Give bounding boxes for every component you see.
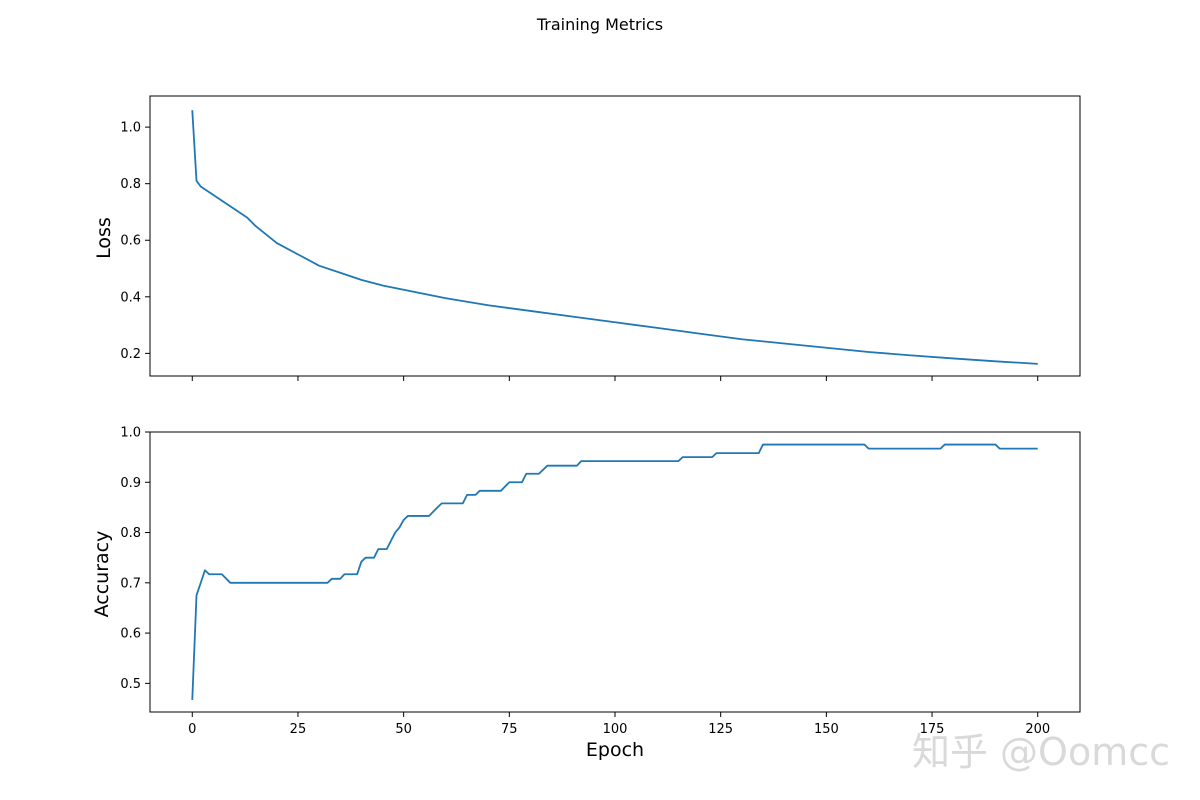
loss-panel: 0.2 0.4 0.6 0.8 1.0 Loss [93,95,1081,381]
accuracy-x-tick-label: 200 [1025,722,1050,737]
loss-series-layer [191,110,1038,365]
loss-y-ticks: 0.2 0.4 0.6 0.8 1.0 [120,121,150,362]
loss-y-axis-label: Loss [93,217,115,259]
accuracy-y-tick-label: 1.0 [120,426,141,441]
accuracy-x-tick-label: 100 [603,722,628,737]
accuracy-axes-frame [149,431,1081,713]
x-axis-label: Epoch [586,739,644,761]
accuracy-y-ticks: 0.5 0.6 0.7 0.8 0.9 1.0 [120,426,150,692]
accuracy-x-tick-label: 0 [188,722,196,737]
accuracy-x-tick-label: 125 [708,722,733,737]
loss-y-tick-label: 1.0 [120,121,141,136]
accuracy-x-tick-label: 175 [920,722,945,737]
watermark-text: 知乎 @Oomcc [912,730,1170,774]
accuracy-panel: 0.5 0.6 0.7 0.8 0.9 1.0 0 25 50 75 100 125 150 175 20… [91,426,1081,737]
loss-x-ticks [191,376,1039,381]
loss-y-tick-label: 0.6 [120,234,141,249]
loss-y-tick-label: 0.2 [120,347,141,362]
accuracy-y-tick-label: 0.9 [120,476,141,491]
accuracy-x-tick-label: 25 [290,722,307,737]
accuracy-series-line [191,443,1038,700]
loss-axes-frame [149,95,1081,377]
loss-series-line [191,110,1038,365]
accuracy-y-axis-label: Accuracy [91,531,113,618]
accuracy-series-layer [191,443,1038,700]
accuracy-x-ticks: 0 25 50 75 100 125 150 175 200 [188,712,1050,737]
accuracy-y-tick-label: 0.8 [120,526,141,541]
accuracy-y-tick-label: 0.5 [120,677,141,692]
loss-y-tick-label: 0.8 [120,177,141,192]
accuracy-x-tick-label: 75 [501,722,518,737]
chart-title: Training Metrics [536,15,663,34]
accuracy-y-tick-label: 0.6 [120,627,141,642]
accuracy-y-tick-label: 0.7 [120,576,141,591]
loss-y-tick-label: 0.4 [120,290,141,305]
accuracy-x-tick-label: 50 [395,722,412,737]
accuracy-x-tick-label: 150 [814,722,839,737]
